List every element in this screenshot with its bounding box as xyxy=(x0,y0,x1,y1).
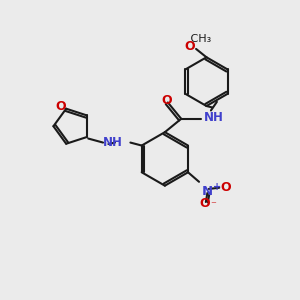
Text: ⁻: ⁻ xyxy=(210,200,216,210)
Text: O: O xyxy=(199,197,210,210)
Text: CH₃: CH₃ xyxy=(180,34,211,44)
Text: O: O xyxy=(161,94,172,106)
Text: O: O xyxy=(185,40,195,53)
Text: +: + xyxy=(213,182,221,192)
Text: NH: NH xyxy=(204,111,224,124)
Text: N: N xyxy=(202,185,213,198)
Text: O: O xyxy=(221,181,231,194)
Text: O: O xyxy=(56,100,66,113)
Text: NH: NH xyxy=(103,136,122,149)
